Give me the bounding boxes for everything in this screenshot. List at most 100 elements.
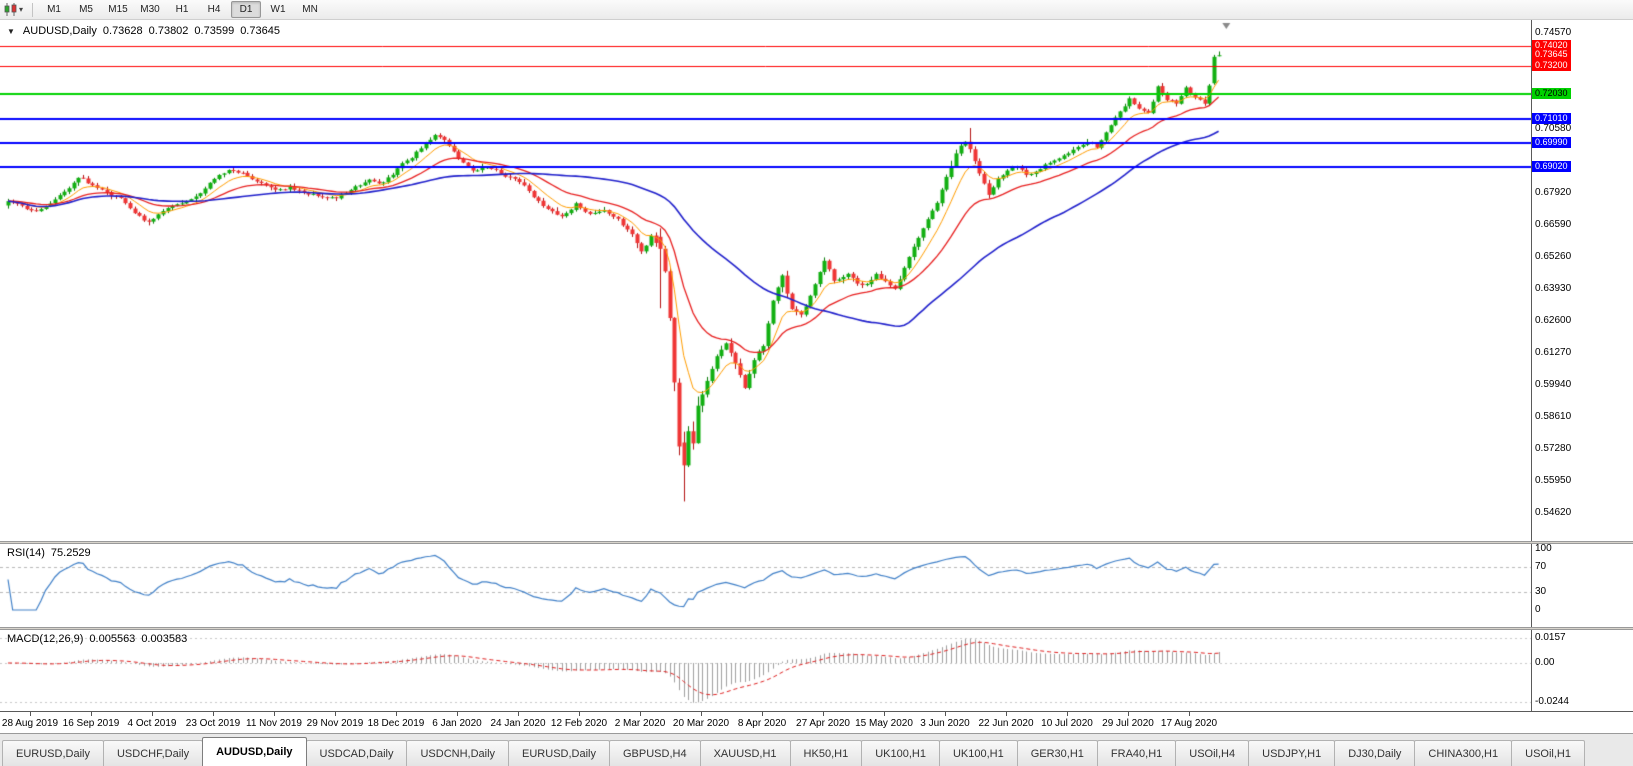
price-tick-0.57280: 0.57280 — [1535, 442, 1572, 454]
date-label: 8 Apr 2020 — [737, 718, 787, 729]
date-label: 27 Apr 2020 — [796, 718, 850, 729]
macd-main-value: 0.005563 — [89, 633, 136, 645]
macd-panel: MACD(12,26,9) 0.005563 0.003583 — [0, 630, 1532, 711]
one-click-trading-arrow[interactable]: ▼ — [7, 26, 15, 36]
timeframe-button-m1[interactable]: M1 — [47, 4, 61, 15]
price-tick-0.61270: 0.61270 — [1535, 346, 1572, 358]
chart-tab-9-uk100-h1[interactable]: UK100,H1 — [861, 740, 940, 766]
price-tick-0.58610: 0.58610 — [1535, 410, 1572, 422]
date-tick — [640, 712, 641, 716]
timeframe-buttons: M1 M5 M15 M30 H1 H4 D1 W1 MN — [38, 1, 326, 18]
chart-tab-2-audusd-daily[interactable]: AUDUSD,Daily — [202, 737, 307, 766]
date-label: 23 Oct 2019 — [185, 718, 241, 729]
price-badge-0.73200: 0.73200 — [1532, 59, 1571, 71]
date-tick — [518, 712, 519, 716]
price-tick-0.70580: 0.70580 — [1535, 122, 1572, 134]
date-tick — [213, 712, 214, 716]
rsi-tick-100: 100 — [1535, 544, 1552, 554]
chart-tab-8-hk50-h1[interactable]: HK50,H1 — [789, 740, 863, 766]
chart-tab-12-fra40-h1[interactable]: FRA40,H1 — [1096, 740, 1177, 766]
timeframe-button-w1[interactable]: W1 — [270, 4, 286, 15]
date-label: 6 Jan 2020 — [432, 718, 482, 729]
timeframe-button-h4[interactable]: H4 — [207, 4, 221, 15]
macd-tick--0.0244: -0.0244 — [1535, 695, 1569, 707]
chart-tab-15-dj30-daily[interactable]: DJ30,Daily — [1334, 740, 1416, 766]
chart-low-value: 0.73599 — [194, 25, 235, 37]
date-tick — [1067, 712, 1068, 716]
date-label: 29 Nov 2019 — [306, 718, 364, 729]
chart-tab-5-eurusd-daily[interactable]: EURUSD,Daily — [508, 740, 610, 766]
chart-tab-3-usdcad-daily[interactable]: USDCAD,Daily — [305, 740, 408, 766]
date-label: 3 Jun 2020 — [920, 718, 970, 729]
macd-canvas[interactable] — [0, 630, 1531, 711]
date-tick — [396, 712, 397, 716]
price-tick-0.55950: 0.55950 — [1535, 474, 1572, 486]
chart-type-icon[interactable] — [4, 3, 18, 16]
price-tick-0.74570: 0.74570 — [1535, 27, 1572, 38]
date-label: 15 May 2020 — [855, 718, 913, 729]
price-chart-canvas[interactable] — [0, 20, 1531, 541]
price-badge-0.69990: 0.69990 — [1532, 137, 1571, 149]
macd-tick-0.0157: 0.0157 — [1535, 631, 1566, 643]
price-tick-0.65260: 0.65260 — [1535, 250, 1572, 262]
price-badge-0.71010: 0.71010 — [1532, 112, 1571, 124]
date-tick — [1006, 712, 1007, 716]
price-tick-0.66590: 0.66590 — [1535, 218, 1572, 230]
rsi-title: RSI(14) 75.2529 — [7, 547, 91, 559]
toolbar-separator — [32, 2, 34, 17]
rsi-panel: RSI(14) 75.2529 — [0, 544, 1532, 627]
chart-title: ▼ AUDUSD,Daily 0.73628 0.73802 0.73599 0… — [7, 25, 280, 37]
timeframe-toolbar: ▾ M1 M5 M15 M30 H1 H4 D1 W1 MN — [0, 0, 1633, 20]
timeframe-button-m15[interactable]: M15 — [108, 4, 128, 15]
date-tick — [823, 712, 824, 716]
chart-type-dropdown-icon[interactable]: ▾ — [19, 5, 24, 14]
date-label: 22 Jun 2020 — [978, 718, 1034, 729]
date-tick — [274, 712, 275, 716]
chart-tab-1-usdchf-daily[interactable]: USDCHF,Daily — [102, 740, 204, 766]
price-badge-0.73645: 0.73645 — [1532, 49, 1571, 61]
date-label: 4 Oct 2019 — [127, 718, 177, 729]
chart-tab-10-uk100-h1[interactable]: UK100,H1 — [938, 740, 1018, 766]
rsi-canvas[interactable] — [0, 544, 1531, 627]
timeframe-button-h1[interactable]: H1 — [175, 4, 189, 15]
rsi-indicator-name: RSI(14) — [7, 547, 45, 559]
macd-indicator-name: MACD(12,26,9) — [7, 633, 84, 645]
rsi-axis: 100 70 30 0 — [1532, 544, 1633, 627]
date-tick — [91, 712, 92, 716]
date-tick — [335, 712, 336, 716]
date-tick — [579, 712, 580, 716]
date-tick — [701, 712, 702, 716]
date-tick — [457, 712, 458, 716]
date-label: 10 Jul 2020 — [1041, 718, 1093, 729]
chart-tab-6-gbpusd-h4[interactable]: GBPUSD,H4 — [609, 740, 701, 766]
timeframe-button-d1[interactable]: D1 — [231, 1, 262, 18]
date-label: 20 Mar 2020 — [672, 718, 730, 729]
main-chart-panel: ▼ AUDUSD,Daily 0.73628 0.73802 0.73599 0… — [0, 20, 1532, 541]
timeframe-button-m30[interactable]: M30 — [140, 4, 160, 15]
timeframe-button-mn[interactable]: MN — [302, 4, 318, 15]
chart-tab-7-xauusd-h1[interactable]: XAUUSD,H1 — [699, 740, 791, 766]
chart-tab-17-usoil-h1[interactable]: USOil,H1 — [1511, 740, 1585, 766]
chart-tab-0-eurusd-daily[interactable]: EURUSD,Daily — [2, 740, 104, 766]
chart-tab-4-usdcnh-daily[interactable]: USDCNH,Daily — [406, 740, 510, 766]
date-label: 17 Aug 2020 — [1160, 718, 1218, 729]
chart-high-value: 0.73802 — [148, 25, 189, 37]
date-label: 12 Feb 2020 — [550, 718, 608, 729]
chart-tab-13-usoil-h4[interactable]: USOil,H4 — [1175, 740, 1250, 766]
date-label: 24 Jan 2020 — [490, 718, 546, 729]
macd-tick-0.00: 0.00 — [1535, 657, 1555, 668]
panel-separator-rsi[interactable] — [0, 541, 1633, 544]
timeframe-button-m5[interactable]: M5 — [79, 4, 93, 15]
date-label: 18 Dec 2019 — [367, 718, 425, 729]
rsi-tick-70: 70 — [1535, 561, 1547, 573]
chart-symbol-period: AUDUSD,Daily — [22, 25, 97, 37]
price-tick-0.63930: 0.63930 — [1535, 282, 1572, 294]
price-badge-0.69020: 0.69020 — [1532, 160, 1571, 172]
chart-tab-16-china300-h1[interactable]: CHINA300,H1 — [1414, 740, 1513, 766]
rsi-tick-0: 0 — [1535, 604, 1541, 615]
date-tick — [1189, 712, 1190, 716]
chart-tab-14-usdjpy-h1[interactable]: USDJPY,H1 — [1248, 740, 1336, 766]
chart-tab-11-ger30-h1[interactable]: GER30,H1 — [1016, 740, 1098, 766]
panel-separator-macd[interactable] — [0, 627, 1633, 630]
